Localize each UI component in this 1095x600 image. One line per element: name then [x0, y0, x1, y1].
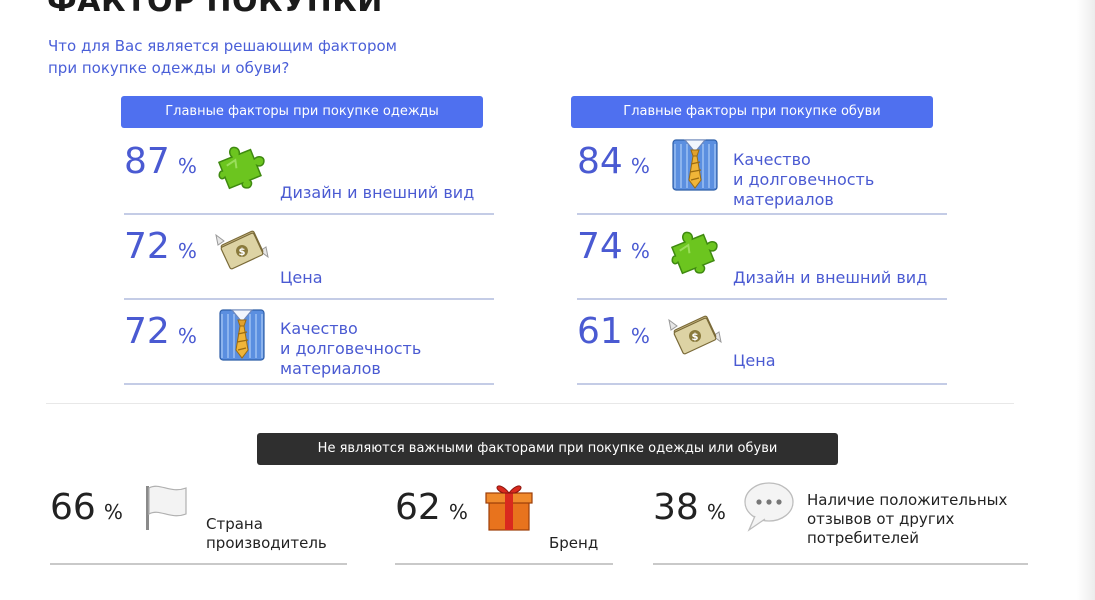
speech-bubble-icon — [741, 478, 797, 534]
not-important-header: Не являются важными факторами при покупк… — [257, 433, 838, 465]
percent-value: 38% — [653, 487, 726, 528]
factor-label: Бренд — [549, 534, 599, 552]
page-title: ФАКТОР ПОКУПКИ — [47, 0, 383, 19]
not-important-reviews: 38% Наличие положительных отзывов от дру… — [653, 463, 1028, 565]
gift-icon — [481, 478, 537, 534]
factor-label: Наличие положительных отзывов от других … — [807, 491, 1008, 547]
section-divider — [46, 403, 1014, 404]
factor-label: Дизайн и внешний вид — [733, 268, 928, 287]
clothes-row-quality: 72% Качество и долговечность материалов — [124, 298, 494, 385]
shoes-row-design: 74% Дизайн и внешний вид — [577, 213, 947, 300]
clothes-row-price: 72% Цена — [124, 213, 494, 300]
factor-label: Качество и долговечность материалов — [733, 150, 875, 209]
not-important-country: 66% Страна производитель — [50, 463, 347, 565]
percent-value: 84% — [577, 141, 650, 182]
page-subtitle: Что для Вас является решающим фактором п… — [48, 37, 397, 77]
percent-value: 72% — [124, 226, 197, 267]
factor-label: Цена — [280, 268, 323, 287]
shirt-tie-icon — [667, 136, 723, 192]
not-important-brand: 62% Бренд — [395, 463, 613, 565]
shoes-row-quality: 84% Качество и долговечность материалов — [577, 128, 947, 215]
puzzle-icon — [214, 136, 270, 192]
shoes-row-price: 61% Цена — [577, 298, 947, 385]
shirt-tie-icon — [214, 306, 270, 362]
factor-label: Качество и долговечность материалов — [280, 319, 422, 378]
shoes-header: Главные факторы при покупке обуви — [571, 96, 933, 128]
right-edge-shade — [1077, 0, 1095, 600]
flag-icon — [142, 478, 198, 534]
factor-label: Цена — [733, 351, 776, 370]
factor-label: Страна производитель — [206, 515, 327, 552]
percent-value: 62% — [395, 487, 468, 528]
percent-value: 66% — [50, 487, 123, 528]
money-icon — [667, 306, 723, 362]
clothes-header: Главные факторы при покупке одежды — [121, 96, 483, 128]
percent-value: 61% — [577, 311, 650, 352]
clothes-row-design: 87% Дизайн и внешний вид — [124, 128, 494, 215]
puzzle-icon — [667, 221, 723, 277]
percent-value: 72% — [124, 311, 197, 352]
money-icon — [214, 221, 270, 277]
percent-value: 87% — [124, 141, 197, 182]
percent-value: 74% — [577, 226, 650, 267]
factor-label: Дизайн и внешний вид — [280, 183, 475, 202]
